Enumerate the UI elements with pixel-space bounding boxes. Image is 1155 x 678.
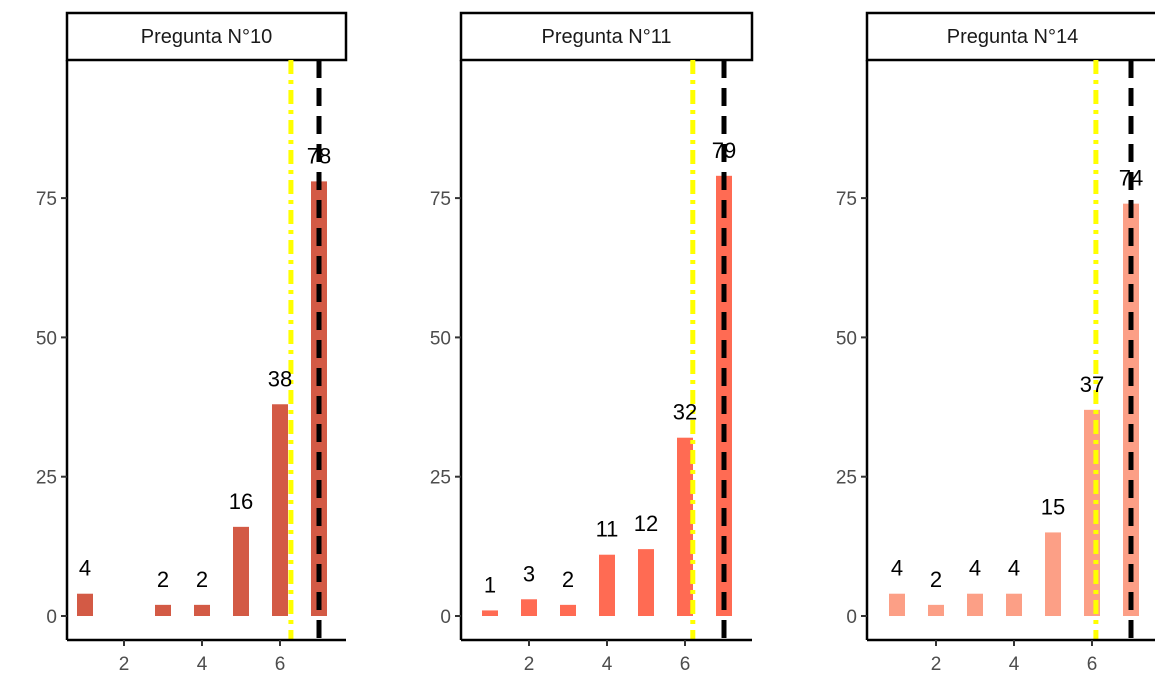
bar-p3-x4 [1006,593,1022,616]
bar-label-p3-x3: 4 [969,556,981,581]
bar-p1-x6 [272,404,288,616]
bar-label-p3-x6: 37 [1080,372,1104,397]
x-tick-label-p2-1: 4 [602,654,613,675]
y-tick-label-p3-0: 0 [846,607,857,628]
bar-label-p2-x6: 32 [673,400,697,425]
facet-title-3: Pregunta N°14 [947,26,1078,48]
bar-label-p1-x6: 38 [268,366,292,391]
x-tick-label-p1-1: 4 [197,654,208,675]
bar-label-p1-x1: 4 [79,556,91,581]
bar-label-p2-x1: 1 [484,572,496,597]
y-tick-label-p2-0: 0 [440,607,451,628]
y-tick-label-p3-3: 75 [836,189,857,210]
y-tick-label-p2-1: 25 [430,468,451,489]
bar-p2-x7 [716,175,732,616]
bar-p2-x3 [560,604,576,616]
bar-p2-x6 [677,437,693,616]
bar-p2-x2 [521,599,537,616]
bar-p2-x5 [638,549,654,616]
bar-label-p2-x5: 12 [634,511,658,536]
bar-label-p1-x3: 2 [157,567,169,592]
bar-label-p3-x1: 4 [891,556,903,581]
x-tick-label-p2-2: 6 [680,654,691,675]
y-tick-label-p3-2: 50 [836,328,857,349]
bar-label-p3-x4: 4 [1008,556,1020,581]
bar-p3-x1 [889,593,905,616]
facet-title-1: Pregunta N°10 [141,26,272,48]
bar-label-p3-x7: 74 [1119,166,1143,191]
y-tick-label-p2-3: 75 [430,189,451,210]
bar-p1-x5 [233,526,249,616]
x-tick-label-p3-2: 6 [1087,654,1098,675]
bar-label-p1-x5: 16 [229,489,253,514]
bar-p3-x2 [928,604,944,616]
bar-label-p2-x2: 3 [523,561,535,586]
y-tick-label-p3-1: 25 [836,468,857,489]
x-tick-label-p2-0: 2 [524,654,535,675]
bar-label-p3-x5: 15 [1041,494,1065,519]
bar-label-p1-x7: 78 [307,143,331,168]
bar-label-p2-x7: 79 [712,138,736,163]
x-tick-label-p3-0: 2 [931,654,942,675]
x-tick-label-p1-2: 6 [275,654,286,675]
bar-p2-x4 [599,554,615,616]
bar-p1-x4 [194,604,210,616]
bar-label-p2-x4: 11 [596,517,619,542]
y-tick-label-p1-1: 25 [36,468,57,489]
facet-title-2: Pregunta N°11 [542,26,672,48]
y-tick-label-p1-2: 50 [36,328,57,349]
bar-p1-x3 [155,604,171,616]
y-tick-label-p1-3: 75 [36,189,57,210]
bar-p3-x5 [1045,532,1061,616]
bar-label-p2-x3: 2 [562,567,574,592]
y-tick-label-p2-2: 50 [430,328,451,349]
bar-p2-x1 [482,610,498,616]
bar-p1-x1 [77,593,93,616]
x-tick-label-p3-1: 4 [1009,654,1020,675]
bar-label-p1-x4: 2 [196,567,208,592]
facet-strip-3 [865,11,1155,62]
x-tick-label-p1-0: 2 [119,654,130,675]
y-tick-label-p1-0: 0 [46,607,57,628]
facet-strip-2 [459,11,754,62]
bar-label-p3-x2: 2 [930,567,942,592]
facet-strip-1 [65,11,348,62]
bar-p3-x3 [967,593,983,616]
